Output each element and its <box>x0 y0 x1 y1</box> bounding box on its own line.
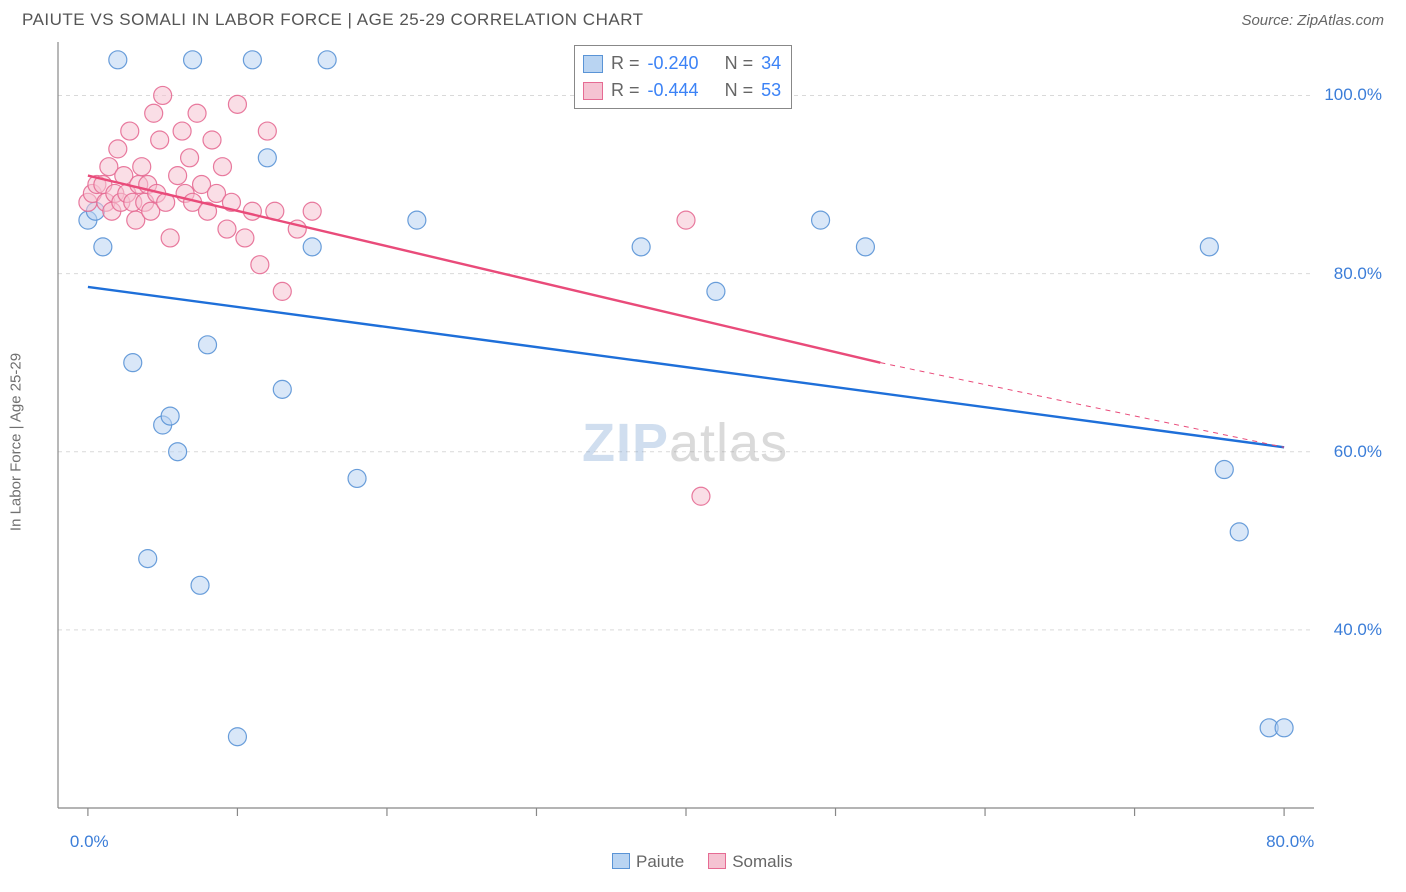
y-tick-label: 40.0% <box>1334 620 1382 640</box>
chart-container: In Labor Force | Age 25-29 ZIPatlas R = … <box>22 42 1384 842</box>
legend-swatch <box>612 853 630 869</box>
series-name: Paiute <box>636 852 684 871</box>
series-legend-item: Paiute <box>612 852 684 872</box>
legend-r-label: R = <box>611 50 640 77</box>
y-axis-label: In Labor Force | Age 25-29 <box>8 353 25 531</box>
series-legend: Paiute Somalis <box>612 852 793 872</box>
scatter-chart <box>22 42 1384 842</box>
legend-r-label: R = <box>611 77 640 104</box>
legend-row: R = -0.240 N = 34 <box>583 50 781 77</box>
y-tick-label: 80.0% <box>1334 264 1382 284</box>
legend-r-value: -0.240 <box>648 50 699 77</box>
legend-row: R = -0.444 N = 53 <box>583 77 781 104</box>
legend-swatch <box>583 55 603 73</box>
legend-n-value: 53 <box>761 77 781 104</box>
legend-n-label: N = <box>725 50 754 77</box>
legend-n-value: 34 <box>761 50 781 77</box>
chart-title: PAIUTE VS SOMALI IN LABOR FORCE | AGE 25… <box>22 10 644 30</box>
legend-swatch <box>583 82 603 100</box>
y-tick-label: 60.0% <box>1334 442 1382 462</box>
legend-n-label: N = <box>725 77 754 104</box>
y-tick-label: 100.0% <box>1324 85 1382 105</box>
legend-r-value: -0.444 <box>648 77 699 104</box>
source-label: Source: ZipAtlas.com <box>1241 12 1384 29</box>
legend-swatch <box>708 853 726 869</box>
x-tick-label: 80.0% <box>1266 832 1314 852</box>
correlation-legend: R = -0.240 N = 34 R = -0.444 N = 53 <box>574 45 792 109</box>
series-name: Somalis <box>732 852 792 871</box>
x-tick-label: 0.0% <box>70 832 109 852</box>
series-legend-item: Somalis <box>708 852 792 872</box>
